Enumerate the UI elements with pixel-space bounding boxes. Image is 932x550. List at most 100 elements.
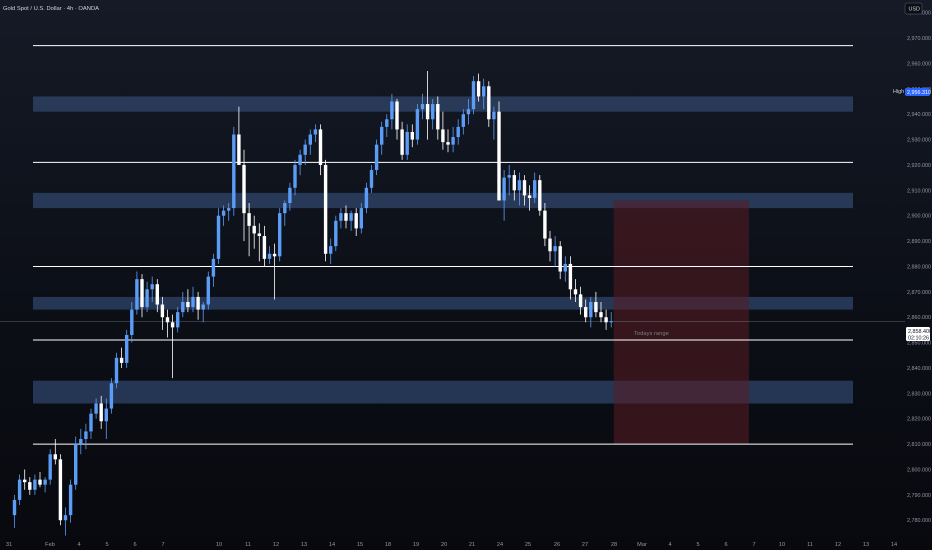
candle-body-53 (283, 203, 287, 214)
candle-body-28 (155, 284, 159, 305)
candle-body-55 (293, 164, 297, 188)
high-price-tag: 2,956.310 (907, 90, 931, 96)
candle-body-95 (497, 111, 501, 201)
candle-body-110 (573, 289, 578, 295)
candle-body-81 (425, 104, 430, 120)
candle-body-47 (252, 225, 256, 234)
candle-body-108 (563, 263, 567, 272)
candle-body-74 (390, 101, 394, 120)
candle-body-85 (446, 142, 450, 145)
candle-body-116 (604, 317, 608, 323)
high-label: High (893, 89, 904, 95)
candle-body-68 (359, 208, 363, 229)
y-tick-2830: 2,830.000 (907, 391, 931, 397)
candle-body-20 (114, 357, 119, 384)
candle-body-105 (548, 238, 552, 252)
candle-body-44 (237, 134, 241, 165)
candle-body-43 (232, 134, 236, 209)
candle-body-99 (517, 180, 522, 191)
y-tick-2930: 2,930.000 (907, 138, 931, 144)
price-axis[interactable]: 2,780.000 2,790.000 2,800.000 2,810.000 2,82… (907, 11, 931, 525)
candle-body-9 (58, 459, 63, 521)
candle-body-67 (354, 213, 358, 229)
candle-body-83 (436, 104, 440, 130)
candle-body-37 (201, 304, 205, 310)
candle-body-27 (150, 284, 154, 290)
time-axis[interactable]: 31 Feb 4 5 6 7 10 11 12 13 14 15 18 19 20 21 24 25 26 27 28 M… (6, 542, 897, 548)
candle-body-24 (135, 279, 139, 310)
y-tick-2780: 2,780.000 (907, 518, 931, 524)
currency-button-bg[interactable] (904, 2, 923, 15)
candle-body-71 (374, 144, 379, 171)
candle-body-8 (53, 454, 57, 460)
countdown-tag: 02:10:26 (908, 336, 929, 342)
candle-body-76 (400, 129, 404, 155)
x-tick-21: Mar (637, 542, 647, 548)
x-tick-19: 27 (582, 542, 588, 548)
x-tick-22: 4 (668, 542, 671, 548)
x-tick-4: 6 (133, 542, 136, 548)
candle-body-50 (267, 253, 272, 259)
candle-body-42 (227, 208, 231, 211)
x-tick-12: 18 (385, 542, 391, 548)
candle-body-1 (17, 479, 22, 500)
x-tick-10: 14 (329, 542, 335, 548)
x-tick-7: 11 (245, 542, 251, 548)
y-tick-2790: 2,790.000 (907, 493, 931, 499)
candle-body-92 (482, 86, 486, 97)
high-price-tag-bg (905, 88, 930, 96)
candle-body-96 (502, 177, 506, 201)
x-tick-17: 25 (525, 542, 531, 548)
candle-body-23 (130, 309, 134, 335)
candle-body-19 (109, 383, 114, 409)
x-tick-0: 31 (6, 542, 12, 548)
x-tick-2: 4 (77, 542, 80, 548)
candle-body-106 (553, 246, 557, 252)
candle-body-78 (410, 131, 414, 140)
candle-body-82 (431, 104, 435, 120)
y-tick-2850: 2,850.000 (907, 341, 931, 347)
candle-body-12 (74, 444, 78, 485)
candle-body-60 (318, 129, 323, 165)
candle-body-59 (313, 129, 318, 135)
candle-body-15 (89, 413, 93, 432)
y-tick-2820: 2,820.000 (907, 417, 931, 423)
x-tick-26: 10 (779, 542, 785, 548)
candle-body-46 (247, 213, 251, 226)
todays-range-annotation: Todays range (634, 331, 669, 337)
candle-body-58 (308, 134, 312, 145)
candle-body-57 (303, 144, 307, 155)
currency-button-label[interactable]: USD (909, 7, 920, 13)
x-tick-29: 13 (863, 542, 869, 548)
x-tick-14: 20 (441, 542, 447, 548)
y-tick-2860: 2,860.000 (907, 315, 931, 321)
candle-body-52 (278, 213, 282, 257)
x-tick-11: 15 (357, 542, 363, 548)
chart-title: Gold Spot / U.S. Dollar · 4h · OANDA (3, 6, 99, 12)
y-tick-2800: 2,800.000 (907, 467, 931, 473)
candle-body-65 (344, 213, 348, 221)
x-tick-13: 19 (413, 542, 419, 548)
candle-body-10 (63, 515, 68, 521)
y-tick-2840: 2,840.000 (907, 366, 931, 372)
x-tick-23: 5 (696, 542, 699, 548)
candle-body-51 (272, 253, 277, 257)
candle-body-13 (79, 439, 83, 445)
x-tick-25: 7 (752, 542, 755, 548)
candle-body-66 (349, 213, 353, 221)
x-tick-30: 14 (891, 542, 897, 548)
candle-body-6 (43, 479, 47, 485)
x-tick-18: 26 (554, 542, 560, 548)
candle-body-103 (538, 180, 542, 211)
candle-body-80 (420, 104, 425, 110)
candle-body-94 (492, 111, 496, 120)
candle-body-21 (119, 357, 124, 363)
candle-body-33 (181, 301, 185, 313)
currency-button[interactable]: USD (904, 2, 923, 15)
x-tick-16: 24 (497, 542, 503, 548)
candle-body-45 (242, 164, 246, 214)
candle-body-91 (476, 81, 481, 97)
candle-body-107 (558, 246, 562, 272)
y-tick-2970: 2,970.000 (907, 36, 931, 42)
